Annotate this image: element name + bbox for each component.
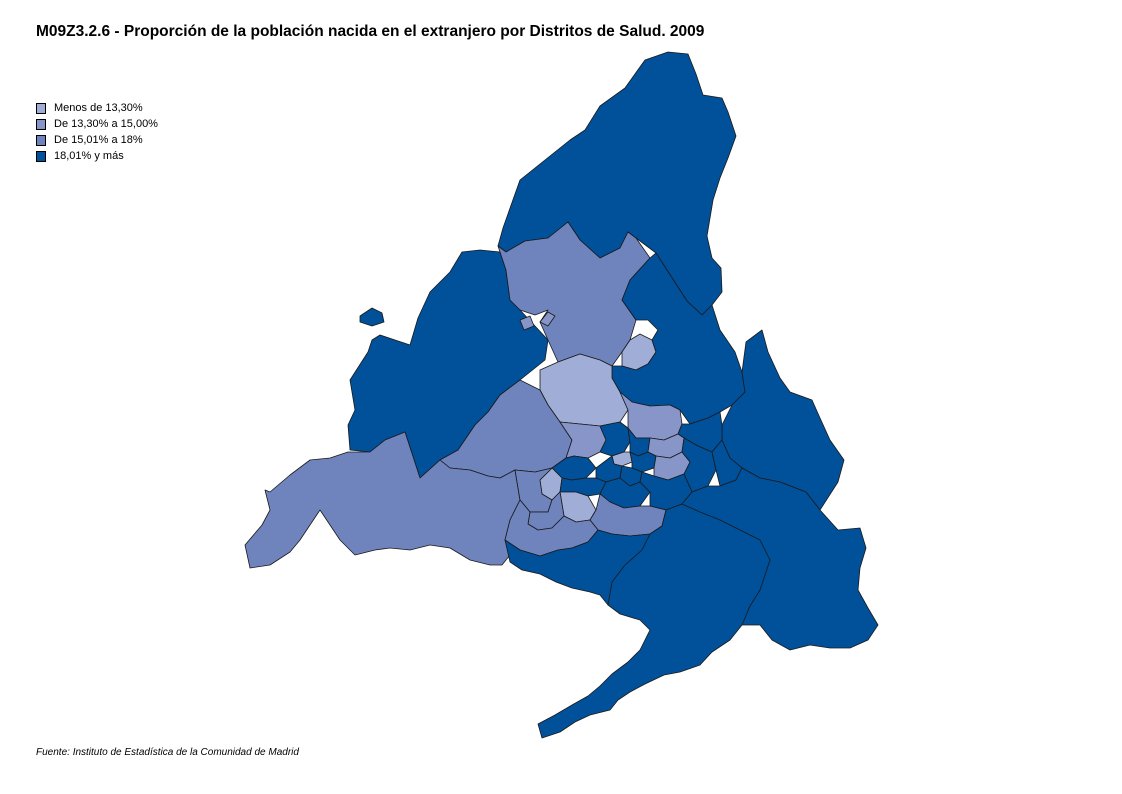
district-pozuelo — [559, 421, 607, 459]
map-legend: Menos de 13,30% De 13,30% a 15,00% De 15… — [36, 100, 158, 164]
legend-swatch-class-3 — [36, 134, 46, 146]
legend-label-class-2: De 13,30% a 15,00% — [54, 118, 158, 130]
legend-label-class-1: Menos de 13,30% — [54, 102, 143, 114]
legend-swatch-class-2 — [36, 118, 46, 130]
legend-item-class-4: 18,01% y más — [36, 148, 158, 164]
district-small-north-2 — [519, 315, 535, 331]
legend-item-class-2: De 13,30% a 15,00% — [36, 116, 158, 132]
legend-swatch-class-1 — [36, 102, 46, 114]
legend-item-class-1: Menos de 13,30% — [36, 100, 158, 116]
source-note: Fuente: Instituto de Estadística de la C… — [36, 747, 299, 758]
legend-swatch-class-4 — [36, 150, 46, 162]
legend-label-class-3: De 15,01% a 18% — [54, 134, 143, 146]
boundary-south-1 — [607, 533, 651, 606]
district-exclave — [359, 307, 385, 327]
district-small-north-1 — [539, 311, 556, 327]
legend-item-class-3: De 15,01% a 18% — [36, 132, 158, 148]
district-north-central — [497, 221, 651, 367]
boundary-south-2 — [681, 503, 771, 626]
legend-label-class-4: 18,01% y más — [54, 150, 124, 162]
district-south — [504, 467, 879, 739]
map-title: M09Z3.2.6 - Proporción de la población n… — [36, 23, 705, 40]
